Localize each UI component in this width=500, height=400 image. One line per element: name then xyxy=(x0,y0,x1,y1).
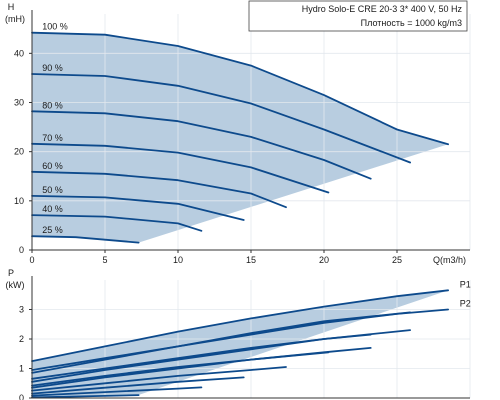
curve-50 xyxy=(31,195,245,221)
info-density: Плотность = 1000 kg/m3 xyxy=(361,18,462,28)
info-box: Hydro Solo-E CRE 20-3 3* 400 V, 50 Hz Пл… xyxy=(248,0,468,32)
curve-2 xyxy=(31,311,411,374)
y-tick-label: 0 xyxy=(19,393,24,400)
y-axis-title: P xyxy=(8,268,14,278)
info-box-frame xyxy=(248,0,468,32)
x-tick-label: 10 xyxy=(173,255,183,265)
curve-70 xyxy=(31,142,330,194)
y-tick-label: 2 xyxy=(19,334,24,344)
y-axis-unit: (mH) xyxy=(5,14,25,24)
y-tick-label: 20 xyxy=(14,147,24,157)
curve-label-80: 80 % xyxy=(42,100,63,110)
curve-label-70: 70 % xyxy=(42,133,63,143)
curve-label-25: 25 % xyxy=(42,225,63,235)
head-flow-plot: 100 % 90 % 80 % 70 % 60 % 50 % 40 % 25 % 0 10 20 30… xyxy=(5,2,471,265)
curve-25 xyxy=(31,235,140,244)
curve-90 xyxy=(31,73,411,164)
x-tick-label: 20 xyxy=(319,255,329,265)
operating-range-fill xyxy=(32,290,449,398)
curve-p1 xyxy=(31,289,449,362)
y-axis-title: H xyxy=(8,2,15,12)
x-tick-label: 5 xyxy=(102,255,107,265)
curve-40 xyxy=(31,214,203,232)
curve-100 xyxy=(31,31,449,146)
curve-8 xyxy=(31,376,245,395)
curve-6 xyxy=(31,351,330,389)
curve-60 xyxy=(31,170,287,209)
curve-4 xyxy=(31,333,372,383)
curve-label-40: 40 % xyxy=(42,204,63,214)
x-axis-title: Q(m3/h) xyxy=(433,255,466,265)
curve-9 xyxy=(31,386,203,397)
curve-80 xyxy=(31,110,372,180)
y-tick-label: 10 xyxy=(14,196,24,206)
curve-label-p2: P2 xyxy=(460,299,471,309)
info-pump-model: Hydro Solo-E CRE 20-3 3* 400 V, 50 Hz xyxy=(302,4,463,14)
curve-label-90: 90 % xyxy=(42,63,63,73)
curve-label-60: 60 % xyxy=(42,161,63,171)
curve-label-100: 100 % xyxy=(42,22,68,32)
curve-7 xyxy=(31,366,287,392)
y-tick-label: 30 xyxy=(14,98,24,108)
y-axis-unit: (kW) xyxy=(6,280,25,290)
x-tick-label: 0 xyxy=(29,255,34,265)
y-tick-label: 0 xyxy=(19,245,24,255)
y-tick-label: 1 xyxy=(19,364,24,374)
x-tick-label: 25 xyxy=(392,255,402,265)
curve-10 xyxy=(31,394,140,399)
y-tick-label: 40 xyxy=(14,48,24,58)
curve-label-p1: P1 xyxy=(460,279,471,289)
y-tick-label: 3 xyxy=(19,305,24,315)
operating-range-fill xyxy=(32,32,449,243)
x-tick-label: 15 xyxy=(246,255,256,265)
curve-label-50: 50 % xyxy=(42,185,63,195)
power-flow-plot: P1 P2 0 1 2 3 P (kW) xyxy=(6,268,471,400)
